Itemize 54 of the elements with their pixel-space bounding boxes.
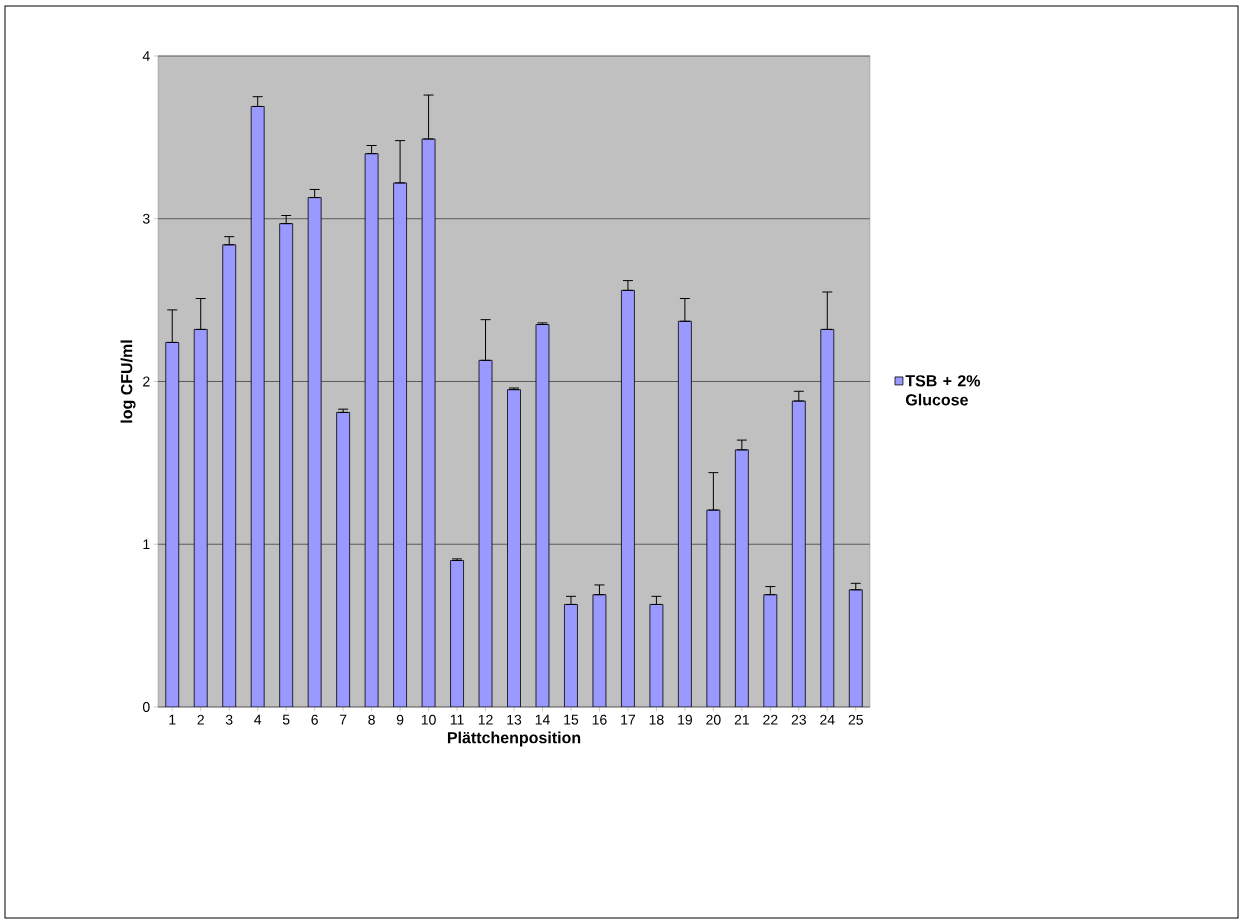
y-tick-label: 1	[143, 539, 150, 550]
bar	[193, 329, 208, 707]
x-tick-label: 12	[478, 714, 493, 725]
x-axis-title: Plättchenposition	[447, 731, 581, 747]
x-tick-label: 20	[706, 714, 721, 725]
x-tick-label: 13	[507, 714, 522, 725]
y-tick-label: 2	[143, 376, 150, 387]
x-tick-label: 10	[421, 714, 436, 725]
y-axis-title: log CFU/ml	[120, 340, 136, 423]
bar	[734, 449, 749, 707]
bar	[222, 244, 237, 707]
x-tick-label: 22	[763, 714, 778, 725]
bar	[393, 182, 407, 707]
x-tick-label: 8	[368, 714, 375, 725]
bar	[677, 320, 692, 707]
bar	[507, 389, 521, 707]
bar	[450, 560, 464, 707]
x-tick-label: 25	[848, 714, 863, 725]
bar	[250, 106, 265, 707]
x-tick-label: 11	[450, 714, 464, 725]
bar	[535, 324, 550, 707]
x-tick-label: 16	[592, 714, 607, 725]
x-tick-label: 18	[649, 714, 664, 725]
bar	[791, 400, 806, 707]
x-tick-label: 7	[339, 714, 347, 725]
x-tick-label: 4	[254, 714, 262, 725]
bar	[848, 589, 863, 707]
x-tick-label: 5	[282, 714, 290, 725]
x-tick-label: 9	[396, 714, 404, 725]
legend-label: TSB + 2% Glucose	[905, 375, 981, 406]
bar	[307, 197, 322, 707]
bar	[364, 153, 379, 707]
bar	[336, 412, 351, 707]
y-tick-label: 4	[142, 51, 150, 61]
bar	[763, 594, 778, 707]
x-tick-label: 15	[564, 714, 579, 725]
bar	[165, 342, 180, 707]
bar	[564, 604, 578, 707]
x-tick-label: 14	[535, 714, 550, 725]
y-tick-label: 0	[142, 702, 150, 712]
x-tick-label: 23	[791, 714, 806, 725]
bar	[279, 223, 294, 707]
bar	[820, 329, 835, 707]
bar	[592, 594, 607, 707]
x-tick-label: 3	[225, 714, 233, 725]
x-tick-label: 2	[197, 714, 204, 725]
x-tick-label: 1	[169, 714, 176, 725]
x-tick-label: 17	[621, 714, 636, 725]
x-tick-label: 19	[678, 714, 693, 725]
x-tick-label: 24	[820, 714, 835, 725]
x-tick-label: 6	[311, 714, 318, 725]
bar	[621, 289, 635, 707]
y-tick-label: 3	[142, 213, 150, 224]
x-tick-label: 21	[734, 714, 749, 725]
